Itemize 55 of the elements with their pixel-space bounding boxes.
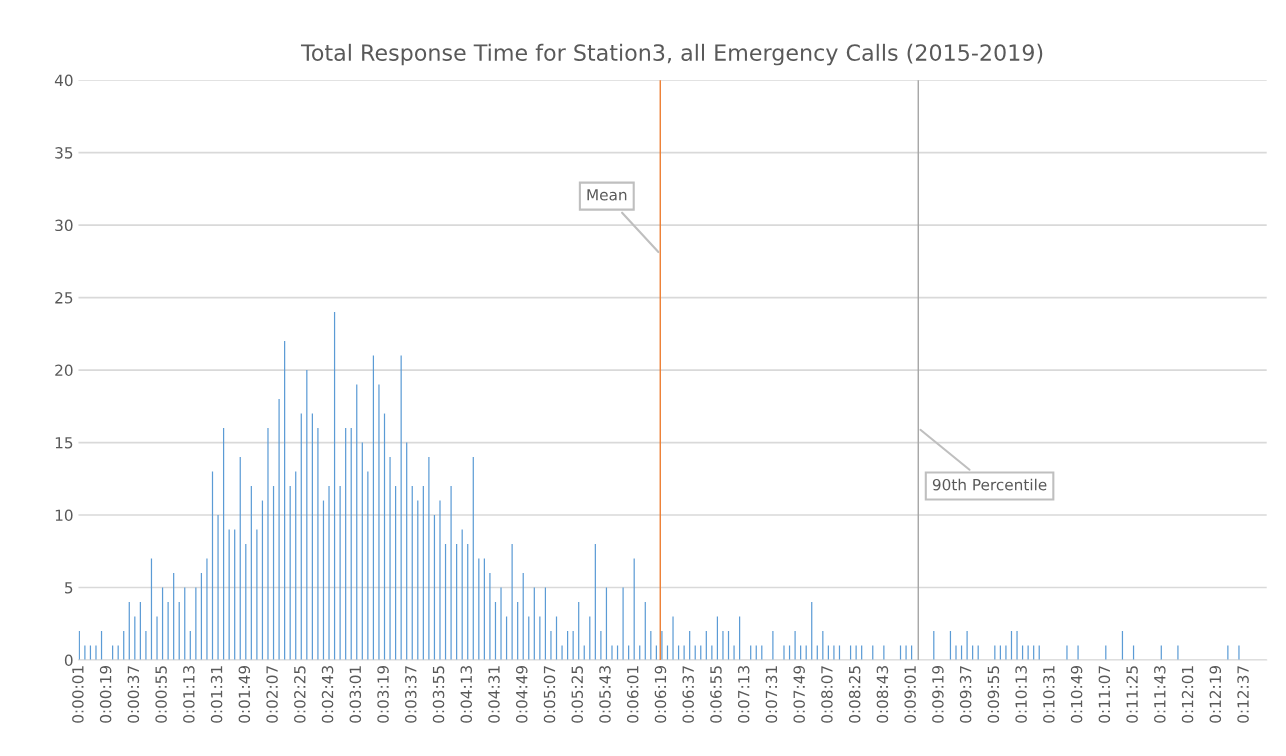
x-tick-label: 0:08:43 [876, 666, 889, 723]
x-tick-label: 0:05:43 [599, 666, 611, 723]
x-tick-label: 0:09:19 [932, 665, 944, 723]
x-tick-label: 0:04:49 [515, 665, 528, 723]
y-tick-label: 40 [54, 74, 73, 87]
x-tick-label: 0:06:37 [682, 666, 694, 723]
x-tick-label: 0:06:55 [710, 666, 722, 723]
x-tick-label: 0:02:43 [321, 666, 334, 723]
x-tick-label: 0:11:43 [1154, 666, 1166, 723]
x-tick-label: 0:05:25 [571, 666, 584, 723]
x-tick-label: 0:08:07 [821, 666, 833, 723]
x-tick-label: 0:12:19 [1209, 665, 1222, 723]
x-tick-label: 0:10:13 [1015, 666, 1027, 723]
chart-title: Total Response Time for Station3, all Emergency Calls (2015-2019) [300, 43, 1043, 66]
x-tick-label: 0:02:07 [266, 666, 278, 723]
x-tick-label: 0:00:19 [99, 665, 112, 723]
x-tick-label: 0:08:25 [848, 666, 861, 723]
x-tick-label: 0:06:19 [654, 665, 667, 723]
x-tick-label: 0:12:01 [1181, 666, 1194, 723]
x-tick-label: 0:03:55 [432, 666, 445, 723]
x-tick-label: 0:07:49 [793, 665, 805, 723]
x-tick-label: 0:07:31 [765, 666, 778, 723]
y-tick-label: 15 [55, 437, 73, 449]
y-tick-label: 20 [55, 364, 73, 377]
x-tick-label: 0:02:25 [294, 666, 306, 723]
x-tick-label: 0:03:19 [377, 665, 389, 723]
x-tick-label: 0:09:37 [959, 666, 972, 723]
x-tick-label: 0:11:25 [1126, 666, 1138, 723]
x-tick-label: 0:09:55 [987, 666, 1000, 723]
x-tick-label: 0:01:49 [238, 665, 251, 723]
x-tick-label: 0:04:13 [460, 666, 473, 723]
y-tick-label: 30 [55, 219, 73, 232]
x-tick-label: 0:03:01 [349, 666, 362, 723]
x-tick-label: 0:12:37 [1237, 666, 1249, 723]
x-tick-label: 0:00:01 [72, 666, 84, 723]
x-tick-label: 0:03:37 [405, 666, 417, 723]
y-tick-label: 10 [55, 509, 73, 522]
x-tick-label: 0:07:13 [737, 666, 750, 723]
ref-line-label: Mean [587, 189, 627, 201]
x-tick-label: 0:00:37 [127, 666, 140, 723]
x-tick-label: 0:05:07 [543, 666, 556, 723]
y-tick-label: 35 [55, 147, 73, 159]
x-tick-label: 0:10:31 [1043, 666, 1055, 723]
y-tick-label: 25 [55, 292, 73, 304]
x-tick-label: 0:11:07 [1098, 666, 1111, 723]
x-tick-label: 0:06:01 [626, 666, 639, 723]
y-tick-label: 5 [65, 582, 73, 594]
x-tick-label: 0:09:01 [904, 666, 916, 723]
x-tick-label: 0:10:49 [1070, 665, 1083, 723]
ref-line-label: 90th Percentile [932, 478, 1047, 491]
y-tick-label: 0 [64, 654, 73, 667]
x-tick-label: 0:01:13 [183, 666, 195, 723]
x-tick-label: 0:04:31 [488, 666, 500, 723]
x-tick-label: 0:00:55 [155, 666, 167, 723]
x-tick-label: 0:01:31 [210, 666, 223, 723]
